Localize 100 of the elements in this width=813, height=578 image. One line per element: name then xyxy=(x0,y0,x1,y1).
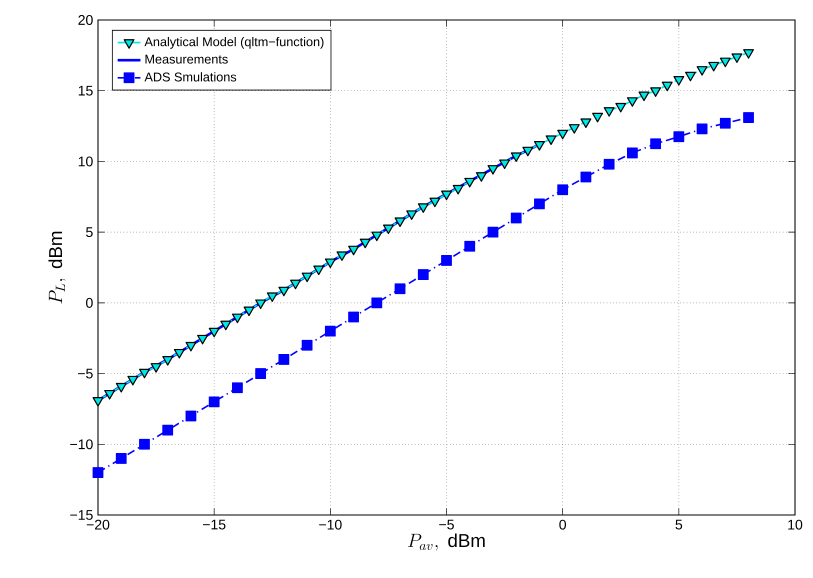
point xyxy=(452,184,464,194)
point xyxy=(150,363,162,373)
point xyxy=(313,266,324,276)
point xyxy=(278,286,290,296)
point xyxy=(208,396,220,408)
point xyxy=(510,212,522,224)
point xyxy=(604,107,615,117)
point xyxy=(255,299,266,310)
x-tick-label: −15 xyxy=(202,520,226,530)
point xyxy=(162,424,174,436)
point xyxy=(743,49,754,59)
y-tick-label: −15 xyxy=(70,510,93,520)
point xyxy=(92,397,104,407)
x-tick-label: 5 xyxy=(676,520,682,530)
point xyxy=(418,269,429,280)
point xyxy=(336,251,348,261)
y-tick-label: 5 xyxy=(86,227,93,238)
point xyxy=(116,382,127,392)
point xyxy=(186,410,196,422)
point xyxy=(406,210,418,220)
point xyxy=(488,226,498,238)
point xyxy=(139,368,150,378)
point xyxy=(302,340,313,351)
point xyxy=(650,87,662,97)
point xyxy=(488,165,498,175)
legend-label: ADS Smulations xyxy=(144,72,236,82)
point xyxy=(476,172,487,182)
point xyxy=(615,102,626,112)
point xyxy=(360,238,371,248)
x-tick-label: −20 xyxy=(86,520,110,530)
point xyxy=(290,280,301,290)
point xyxy=(441,190,452,200)
y-axis-title: $P_L,\ \mathrm{dBm}$ xyxy=(48,232,66,304)
point xyxy=(720,118,731,129)
legend-label: Measurements xyxy=(145,54,228,64)
point xyxy=(522,146,534,156)
point xyxy=(464,240,476,252)
point xyxy=(429,198,440,208)
point xyxy=(557,130,568,140)
point xyxy=(638,92,650,102)
point xyxy=(382,224,394,234)
point xyxy=(626,97,638,107)
point xyxy=(510,152,522,162)
point xyxy=(534,198,545,210)
point xyxy=(499,159,510,170)
point xyxy=(348,312,359,322)
point xyxy=(255,368,266,379)
point xyxy=(220,320,232,330)
point xyxy=(592,112,603,122)
point xyxy=(162,356,174,366)
y-tick-label: 0 xyxy=(86,298,93,308)
point xyxy=(673,76,684,86)
point xyxy=(371,297,382,308)
y-tick-label: −5 xyxy=(78,368,93,378)
point xyxy=(324,258,336,268)
point xyxy=(139,438,150,450)
point xyxy=(568,124,580,134)
point xyxy=(441,255,452,266)
point xyxy=(557,184,568,196)
point xyxy=(278,354,290,365)
y-tick-label: 20 xyxy=(78,15,93,25)
point xyxy=(731,53,742,63)
point xyxy=(174,348,185,359)
point xyxy=(418,203,429,213)
point xyxy=(696,124,708,134)
x-tick-label: −10 xyxy=(319,520,342,530)
y-tick-label: 15 xyxy=(78,86,93,96)
x-tick-label: −5 xyxy=(439,520,454,530)
point xyxy=(662,82,673,92)
point xyxy=(244,306,254,316)
y-tick-label: 10 xyxy=(78,156,93,166)
point xyxy=(696,66,708,76)
point xyxy=(371,232,382,242)
point xyxy=(185,342,196,352)
point xyxy=(685,72,696,82)
point xyxy=(673,131,684,142)
point xyxy=(580,172,592,182)
x-tick-label: 10 xyxy=(788,520,802,530)
point xyxy=(534,141,545,151)
point xyxy=(348,246,360,256)
point xyxy=(104,390,116,400)
point xyxy=(604,158,615,170)
point xyxy=(197,334,208,344)
point xyxy=(650,138,662,150)
y-tick-label: −10 xyxy=(70,439,93,450)
x-axis-title: $P_{av},\ \mathrm{dBm}$ xyxy=(408,533,485,551)
point xyxy=(324,326,336,337)
point xyxy=(580,118,592,128)
point xyxy=(626,148,638,158)
x-tick-label: 0 xyxy=(559,520,566,530)
point xyxy=(92,467,104,478)
point xyxy=(720,58,731,68)
point xyxy=(394,217,406,228)
point xyxy=(464,178,476,188)
point xyxy=(116,453,127,464)
point xyxy=(208,328,220,338)
point xyxy=(302,272,313,282)
point xyxy=(394,283,406,294)
point xyxy=(743,112,754,123)
point xyxy=(266,292,278,302)
